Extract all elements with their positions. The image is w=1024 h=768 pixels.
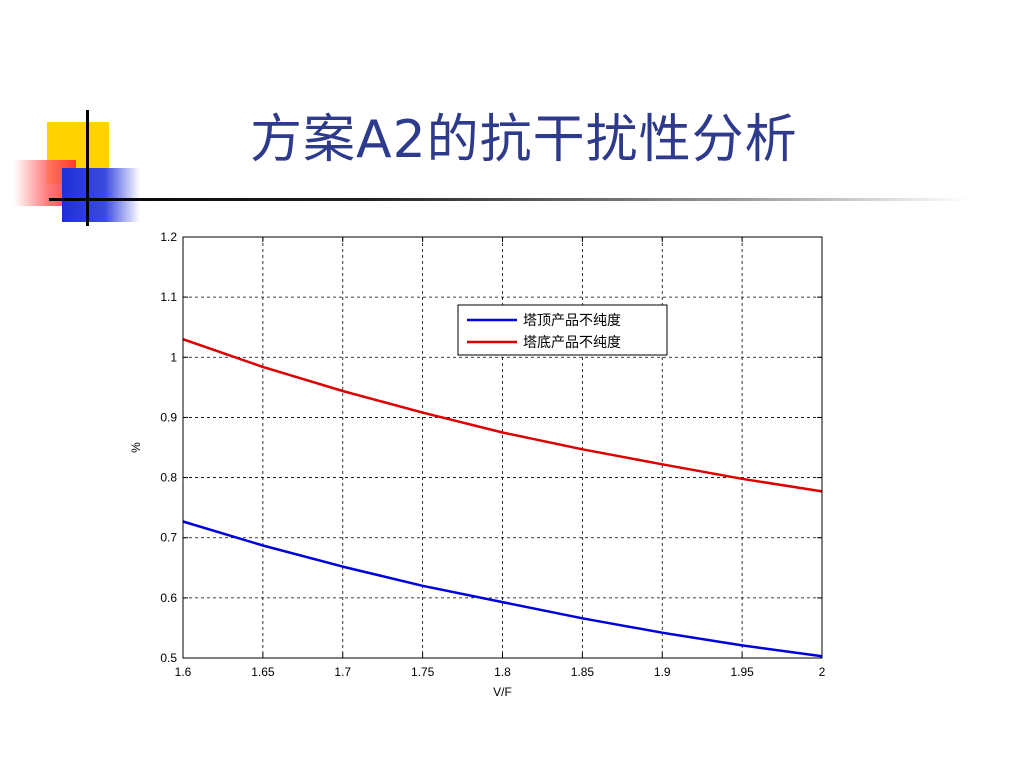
x-tick-label: 1.8: [494, 665, 511, 679]
x-axis-label: V/F: [493, 685, 512, 699]
x-tick-label: 1.75: [411, 665, 435, 679]
x-tick-label: 1.7: [334, 665, 351, 679]
decor-blue-square: [62, 168, 140, 222]
x-tick-label: 1.65: [251, 665, 275, 679]
y-tick-label: 0.6: [160, 591, 177, 605]
grid: [183, 237, 822, 658]
y-tick-label: 1.2: [160, 230, 177, 244]
x-tick-label: 2: [819, 665, 826, 679]
x-tick-label: 1.6: [175, 665, 192, 679]
y-tick-label: 0.5: [160, 651, 177, 665]
y-tick-label: 0.9: [160, 410, 177, 424]
title-underline: [49, 198, 969, 201]
y-axis-label: %: [129, 442, 143, 453]
y-tick-label: 1.1: [160, 290, 177, 304]
slide-title: 方案A2的抗干扰性分析: [250, 110, 798, 170]
x-tick-label: 1.85: [571, 665, 595, 679]
legend: 塔顶产品不纯度 塔底产品不纯度: [457, 304, 668, 356]
legend-label-top-impurity: 塔顶产品不纯度: [523, 313, 621, 329]
tick-layer: 1.6 1.65 1.7 1.75 1.8 1.85 1.9 1.95 2 0.5 0.6 0.7 0.…: [160, 230, 825, 679]
series-line-1: [182, 338, 823, 493]
x-tick-label: 1.9: [654, 665, 671, 679]
x-tick-label: 1.95: [730, 665, 754, 679]
decor-vertical-line: [86, 110, 89, 226]
y-tick-label: 0.8: [160, 471, 177, 485]
legend-label-bottom-impurity: 塔底产品不纯度: [523, 335, 621, 351]
y-tick-label: 1: [170, 350, 177, 364]
legend-box: [457, 304, 668, 356]
series-line-0: [182, 520, 823, 658]
series-layer: [182, 338, 823, 658]
y-tick-label: 0.7: [160, 531, 177, 545]
